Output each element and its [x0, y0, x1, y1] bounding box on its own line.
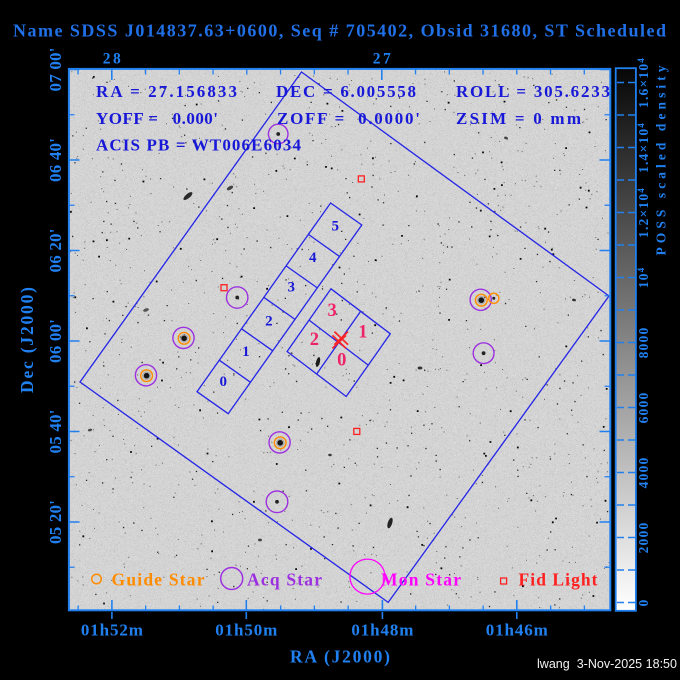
svg-text:POSS scaled density: POSS scaled density — [654, 65, 669, 255]
svg-text:0: 0 — [219, 374, 227, 390]
svg-text:01h50m: 01h50m — [215, 621, 277, 640]
svg-text:4000: 4000 — [636, 457, 651, 489]
svg-text:ROLL = 305.6233: ROLL = 305.6233 — [456, 82, 610, 101]
svg-text:4: 4 — [309, 250, 317, 266]
svg-text:1.4×104: 1.4×104 — [636, 122, 651, 173]
svg-text:01h48m: 01h48m — [351, 621, 413, 640]
svg-text:1.2×104: 1.2×104 — [636, 187, 651, 238]
svg-text:8000: 8000 — [636, 327, 651, 359]
svg-text:5: 5 — [332, 218, 340, 234]
svg-text:1: 1 — [242, 344, 250, 360]
svg-text:Mon Star: Mon Star — [381, 570, 461, 590]
svg-text:0: 0 — [636, 599, 651, 607]
svg-text:3: 3 — [287, 280, 295, 296]
svg-text:Fid Light: Fid Light — [519, 570, 598, 590]
svg-text:lwang 3-Nov-2025 18:50: lwang 3-Nov-2025 18:50 — [537, 657, 677, 671]
svg-text:ACIS PB = WT006E6034: ACIS PB = WT006E6034 — [96, 136, 302, 155]
svg-text:06 00': 06 00' — [46, 319, 65, 363]
svg-text:Dec (J2000): Dec (J2000) — [17, 287, 37, 393]
svg-text:2: 2 — [310, 330, 319, 350]
svg-text:YOFF = 0.000': YOFF = 0.000' — [96, 109, 218, 128]
svg-text:01h46m: 01h46m — [486, 621, 548, 640]
svg-text:Guide Star: Guide Star — [112, 570, 205, 590]
svg-text:ZSIM = 0 mm: ZSIM = 0 mm — [456, 109, 581, 128]
svg-text:1: 1 — [358, 322, 367, 342]
svg-text:05 40': 05 40' — [46, 410, 65, 454]
svg-text:RA = 27.156833: RA = 27.156833 — [96, 82, 237, 101]
svg-text:RA (J2000): RA (J2000) — [290, 647, 390, 667]
svg-text:ZOFF = 0.0000': ZOFF = 0.0000' — [277, 109, 420, 128]
svg-text:3: 3 — [327, 301, 336, 321]
svg-text:0: 0 — [337, 351, 346, 371]
svg-text:1.6×104: 1.6×104 — [636, 57, 651, 108]
svg-text:06 20': 06 20' — [46, 229, 65, 273]
svg-text:07 00': 07 00' — [46, 48, 65, 92]
svg-text:06 40': 06 40' — [46, 138, 65, 182]
svg-text:6000: 6000 — [636, 392, 651, 424]
svg-text:Acq Star: Acq Star — [247, 570, 322, 590]
svg-text:01h52m: 01h52m — [81, 621, 143, 640]
svg-text:DEC = 6.005558: DEC = 6.005558 — [276, 82, 416, 101]
svg-text:2: 2 — [265, 313, 273, 329]
svg-text:05 20': 05 20' — [46, 500, 65, 544]
svg-text:2000: 2000 — [636, 522, 651, 554]
